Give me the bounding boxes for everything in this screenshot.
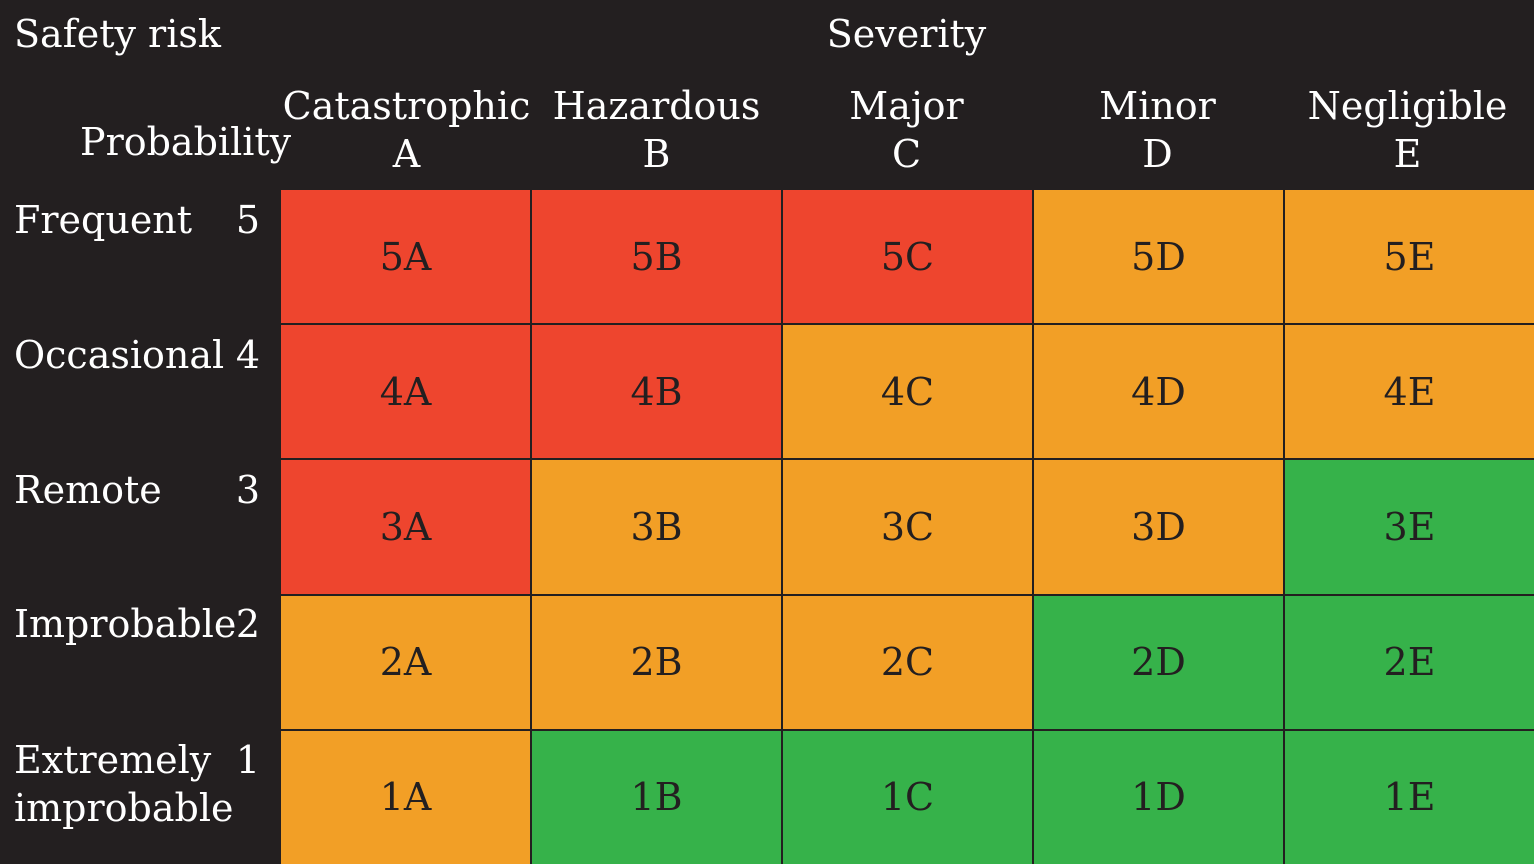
- severity-axis-title: Severity: [826, 12, 987, 56]
- risk-grid: 5A 5B 5C 5D 5E 4A 4B 4C 4D 4E 3A 3B 3C 3…: [281, 190, 1534, 864]
- severity-code: D: [1142, 132, 1173, 176]
- probability-axis-title: Probability: [80, 120, 292, 164]
- severity-header-major: Major C: [781, 82, 1032, 178]
- probability-value: 2: [235, 602, 260, 646]
- severity-name: Minor: [1099, 84, 1216, 128]
- probability-name: Improbable: [14, 602, 237, 646]
- risk-cell: 2A: [281, 595, 530, 729]
- severity-header-catastrophic: Catastrophic A: [281, 82, 532, 178]
- severity-code: C: [891, 132, 922, 176]
- severity-name: Negligible: [1307, 84, 1508, 128]
- risk-cell: 2E: [1285, 595, 1534, 729]
- risk-cell: 4C: [783, 325, 1032, 459]
- risk-cell: 5E: [1285, 190, 1534, 324]
- severity-code: A: [392, 132, 421, 176]
- probability-name: Remote: [14, 468, 162, 512]
- risk-cell: 5D: [1034, 190, 1283, 324]
- risk-cell: 4A: [281, 325, 530, 459]
- risk-cell: 4E: [1285, 325, 1534, 459]
- risk-cell: 4D: [1034, 325, 1283, 459]
- risk-cell: 3B: [532, 460, 781, 594]
- matrix-title: Safety risk: [14, 12, 221, 56]
- probability-name: Frequent: [14, 198, 193, 242]
- risk-cell: 3E: [1285, 460, 1534, 594]
- risk-cell: 5C: [783, 190, 1032, 324]
- probability-value: 4: [235, 333, 260, 377]
- risk-cell: 2B: [532, 595, 781, 729]
- risk-cell: 2D: [1034, 595, 1283, 729]
- risk-cell: 5B: [532, 190, 781, 324]
- severity-name: Catastrophic: [282, 84, 531, 128]
- risk-cell: 3C: [783, 460, 1032, 594]
- probability-value: 3: [235, 468, 260, 512]
- risk-cell: 1A: [281, 730, 530, 864]
- risk-cell: 1D: [1034, 730, 1283, 864]
- risk-cell: 5A: [281, 190, 530, 324]
- probability-name: Occasional: [14, 333, 225, 377]
- probability-value: 5: [235, 198, 260, 242]
- severity-header-minor: Minor D: [1032, 82, 1283, 178]
- risk-cell: 1E: [1285, 730, 1534, 864]
- severity-code: E: [1393, 132, 1422, 176]
- risk-cell: 1B: [532, 730, 781, 864]
- probability-name: Extremely improbable: [14, 738, 234, 830]
- risk-cell: 2C: [783, 595, 1032, 729]
- severity-header-negligible: Negligible E: [1282, 82, 1533, 178]
- risk-cell: 3A: [281, 460, 530, 594]
- severity-name: Major: [849, 84, 964, 128]
- risk-cell: 1C: [783, 730, 1032, 864]
- risk-cell: 4B: [532, 325, 781, 459]
- risk-cell: 3D: [1034, 460, 1283, 594]
- probability-value: 1: [235, 738, 260, 782]
- severity-code: B: [642, 132, 671, 176]
- severity-name: Hazardous: [552, 84, 761, 128]
- severity-header-hazardous: Hazardous B: [531, 82, 782, 178]
